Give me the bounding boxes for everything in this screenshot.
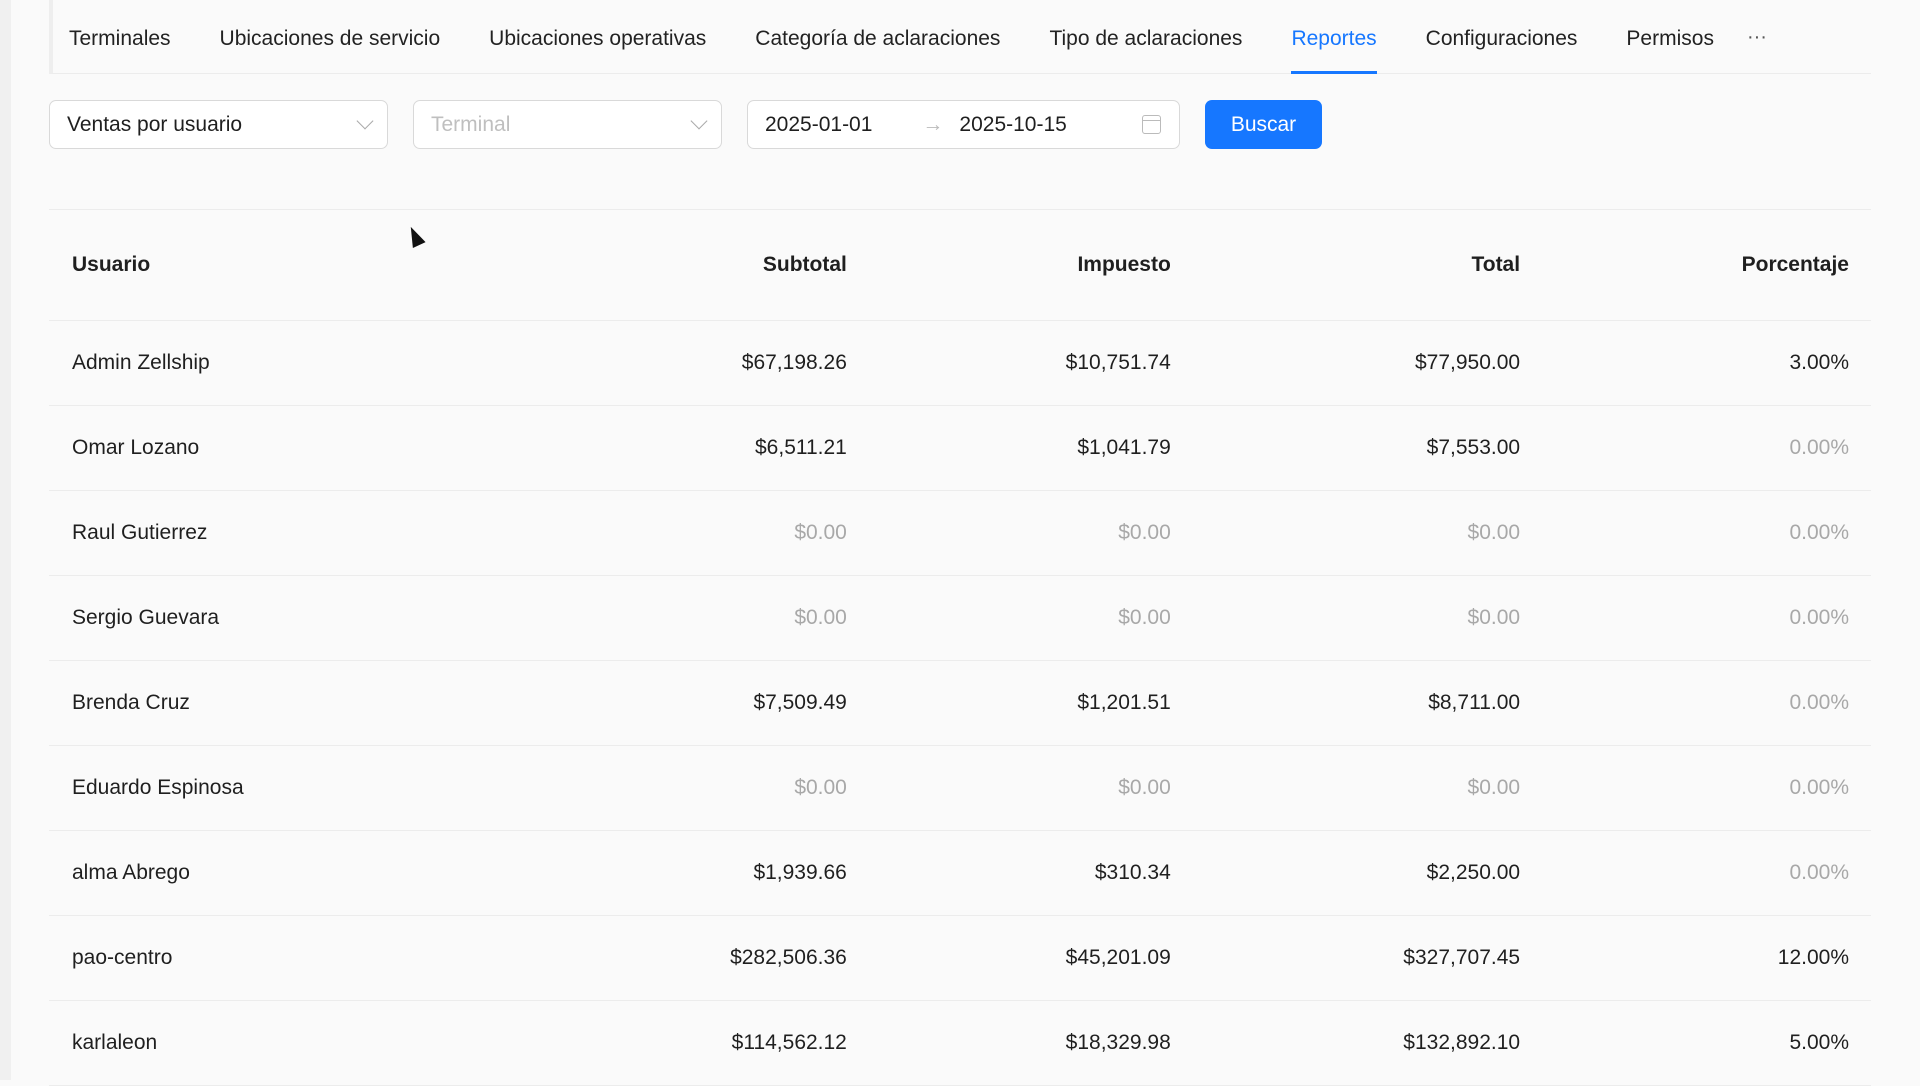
cell-impuesto: $0.00: [868, 745, 1193, 831]
cell-porcentaje: 3.00%: [1542, 320, 1871, 406]
column-header-total: Total: [1192, 209, 1543, 321]
cell-usuario: Raul Gutierrez: [49, 490, 520, 576]
calendar-icon: [1142, 115, 1161, 134]
tab-reportes[interactable]: Reportes: [1291, 0, 1377, 74]
cell-porcentaje: 0.00%: [1542, 405, 1871, 491]
cell-usuario: Eduardo Espinosa: [49, 745, 520, 831]
cell-subtotal: $0.00: [519, 490, 869, 576]
table-row: karlaleon $114,562.12 $18,329.98 $132,892.1…: [49, 1000, 1871, 1086]
cell-subtotal: $1,939.66: [519, 830, 869, 916]
cell-total: $8,711.00: [1192, 660, 1543, 746]
cell-total: $7,553.00: [1192, 405, 1543, 491]
cell-porcentaje: 12.00%: [1542, 915, 1871, 1001]
cell-porcentaje: 0.00%: [1542, 490, 1871, 576]
cell-usuario: Brenda Cruz: [49, 660, 520, 746]
cell-impuesto: $0.00: [868, 490, 1193, 576]
table-row: Eduardo Espinosa $0.00 $0.00 $0.00 0.00%: [49, 745, 1871, 831]
sales-by-user-table: Usuario Subtotal Impuesto Total Porcentaje A…: [49, 209, 1871, 1086]
table-row: Brenda Cruz $7,509.49 $1,201.51 $8,711.00 0.…: [49, 660, 1871, 746]
tab-permisos[interactable]: Permisos: [1626, 26, 1714, 50]
cell-total: $327,707.45: [1192, 915, 1543, 1001]
cell-usuario: pao-centro: [49, 915, 520, 1001]
cell-total: $77,950.00: [1192, 320, 1543, 406]
chevron-down-icon: [356, 112, 374, 130]
cell-porcentaje: 0.00%: [1542, 660, 1871, 746]
cell-impuesto: $18,329.98: [868, 1000, 1193, 1086]
more-tabs-icon[interactable]: ···: [1746, 25, 1767, 48]
tab-ubicaciones-operativas[interactable]: Ubicaciones operativas: [489, 26, 707, 50]
cell-subtotal: $282,506.36: [519, 915, 869, 1001]
cell-impuesto: $310.34: [868, 830, 1193, 916]
date-end-input[interactable]: 2025-10-15: [959, 112, 1067, 136]
cell-impuesto: $0.00: [868, 575, 1193, 661]
cell-usuario: alma Abrego: [49, 830, 520, 916]
chevron-down-icon: [690, 112, 708, 130]
cell-subtotal: $67,198.26: [519, 320, 869, 406]
cell-impuesto: $10,751.74: [868, 320, 1193, 406]
tab-terminales[interactable]: Terminales: [69, 26, 171, 50]
cell-subtotal: $6,511.21: [519, 405, 869, 491]
column-header-porcentaje: Porcentaje: [1542, 209, 1871, 321]
table-row: pao-centro $282,506.36 $45,201.09 $327,707.…: [49, 915, 1871, 1001]
terminal-select[interactable]: Terminal: [413, 100, 722, 149]
cell-subtotal: $0.00: [519, 745, 869, 831]
left-edge: [0, 0, 11, 1080]
table-row: Omar Lozano $6,511.21 $1,041.79 $7,553.00 0.…: [49, 405, 1871, 491]
cell-subtotal: $114,562.12: [519, 1000, 869, 1086]
cell-usuario: Omar Lozano: [49, 405, 520, 491]
cell-impuesto: $1,201.51: [868, 660, 1193, 746]
tab-configuraciones[interactable]: Configuraciones: [1425, 26, 1578, 50]
table-row: Admin Zellship $67,198.26 $10,751.74 $77,95…: [49, 320, 1871, 406]
terminal-placeholder: Terminal: [431, 112, 511, 136]
cell-total: $132,892.10: [1192, 1000, 1543, 1086]
column-header-usuario: Usuario: [49, 209, 520, 321]
table-row: Sergio Guevara $0.00 $0.00 $0.00 0.00%: [49, 575, 1871, 661]
cell-total: $0.00: [1192, 745, 1543, 831]
report-type-select[interactable]: Ventas por usuario: [49, 100, 388, 149]
tab-bar: Terminales Ubicaciones de servicio Ubicaci…: [49, 0, 1871, 74]
tab-tipo-de-aclaraciones[interactable]: Tipo de aclaraciones: [1049, 26, 1243, 50]
table-row: alma Abrego $1,939.66 $310.34 $2,250.00 0.00…: [49, 830, 1871, 916]
cell-total: $0.00: [1192, 575, 1543, 661]
cell-subtotal: $7,509.49: [519, 660, 869, 746]
cell-porcentaje: 0.00%: [1542, 745, 1871, 831]
cell-porcentaje: 0.00%: [1542, 830, 1871, 916]
cell-porcentaje: 5.00%: [1542, 1000, 1871, 1086]
cell-total: $2,250.00: [1192, 830, 1543, 916]
cell-usuario: Sergio Guevara: [49, 575, 520, 661]
cell-impuesto: $45,201.09: [868, 915, 1193, 1001]
cell-impuesto: $1,041.79: [868, 405, 1193, 491]
date-range-picker[interactable]: 2025-01-01 → 2025-10-15: [747, 100, 1180, 149]
table-row: Raul Gutierrez $0.00 $0.00 $0.00 0.00%: [49, 490, 1871, 576]
cell-usuario: Admin Zellship: [49, 320, 520, 406]
column-header-impuesto: Impuesto: [868, 209, 1193, 321]
cell-total: $0.00: [1192, 490, 1543, 576]
search-button[interactable]: Buscar: [1205, 100, 1322, 149]
arrow-right-icon: →: [922, 112, 944, 136]
report-type-value: Ventas por usuario: [67, 112, 243, 136]
cell-usuario: karlaleon: [49, 1000, 520, 1086]
tab-ubicaciones-de-servicio[interactable]: Ubicaciones de servicio: [219, 26, 441, 50]
cell-porcentaje: 0.00%: [1542, 575, 1871, 661]
cell-subtotal: $0.00: [519, 575, 869, 661]
column-header-subtotal: Subtotal: [519, 209, 869, 321]
tab-categor-a-de-aclaraciones[interactable]: Categoría de aclaraciones: [755, 26, 1001, 50]
date-start-input[interactable]: 2025-01-01: [765, 112, 873, 136]
